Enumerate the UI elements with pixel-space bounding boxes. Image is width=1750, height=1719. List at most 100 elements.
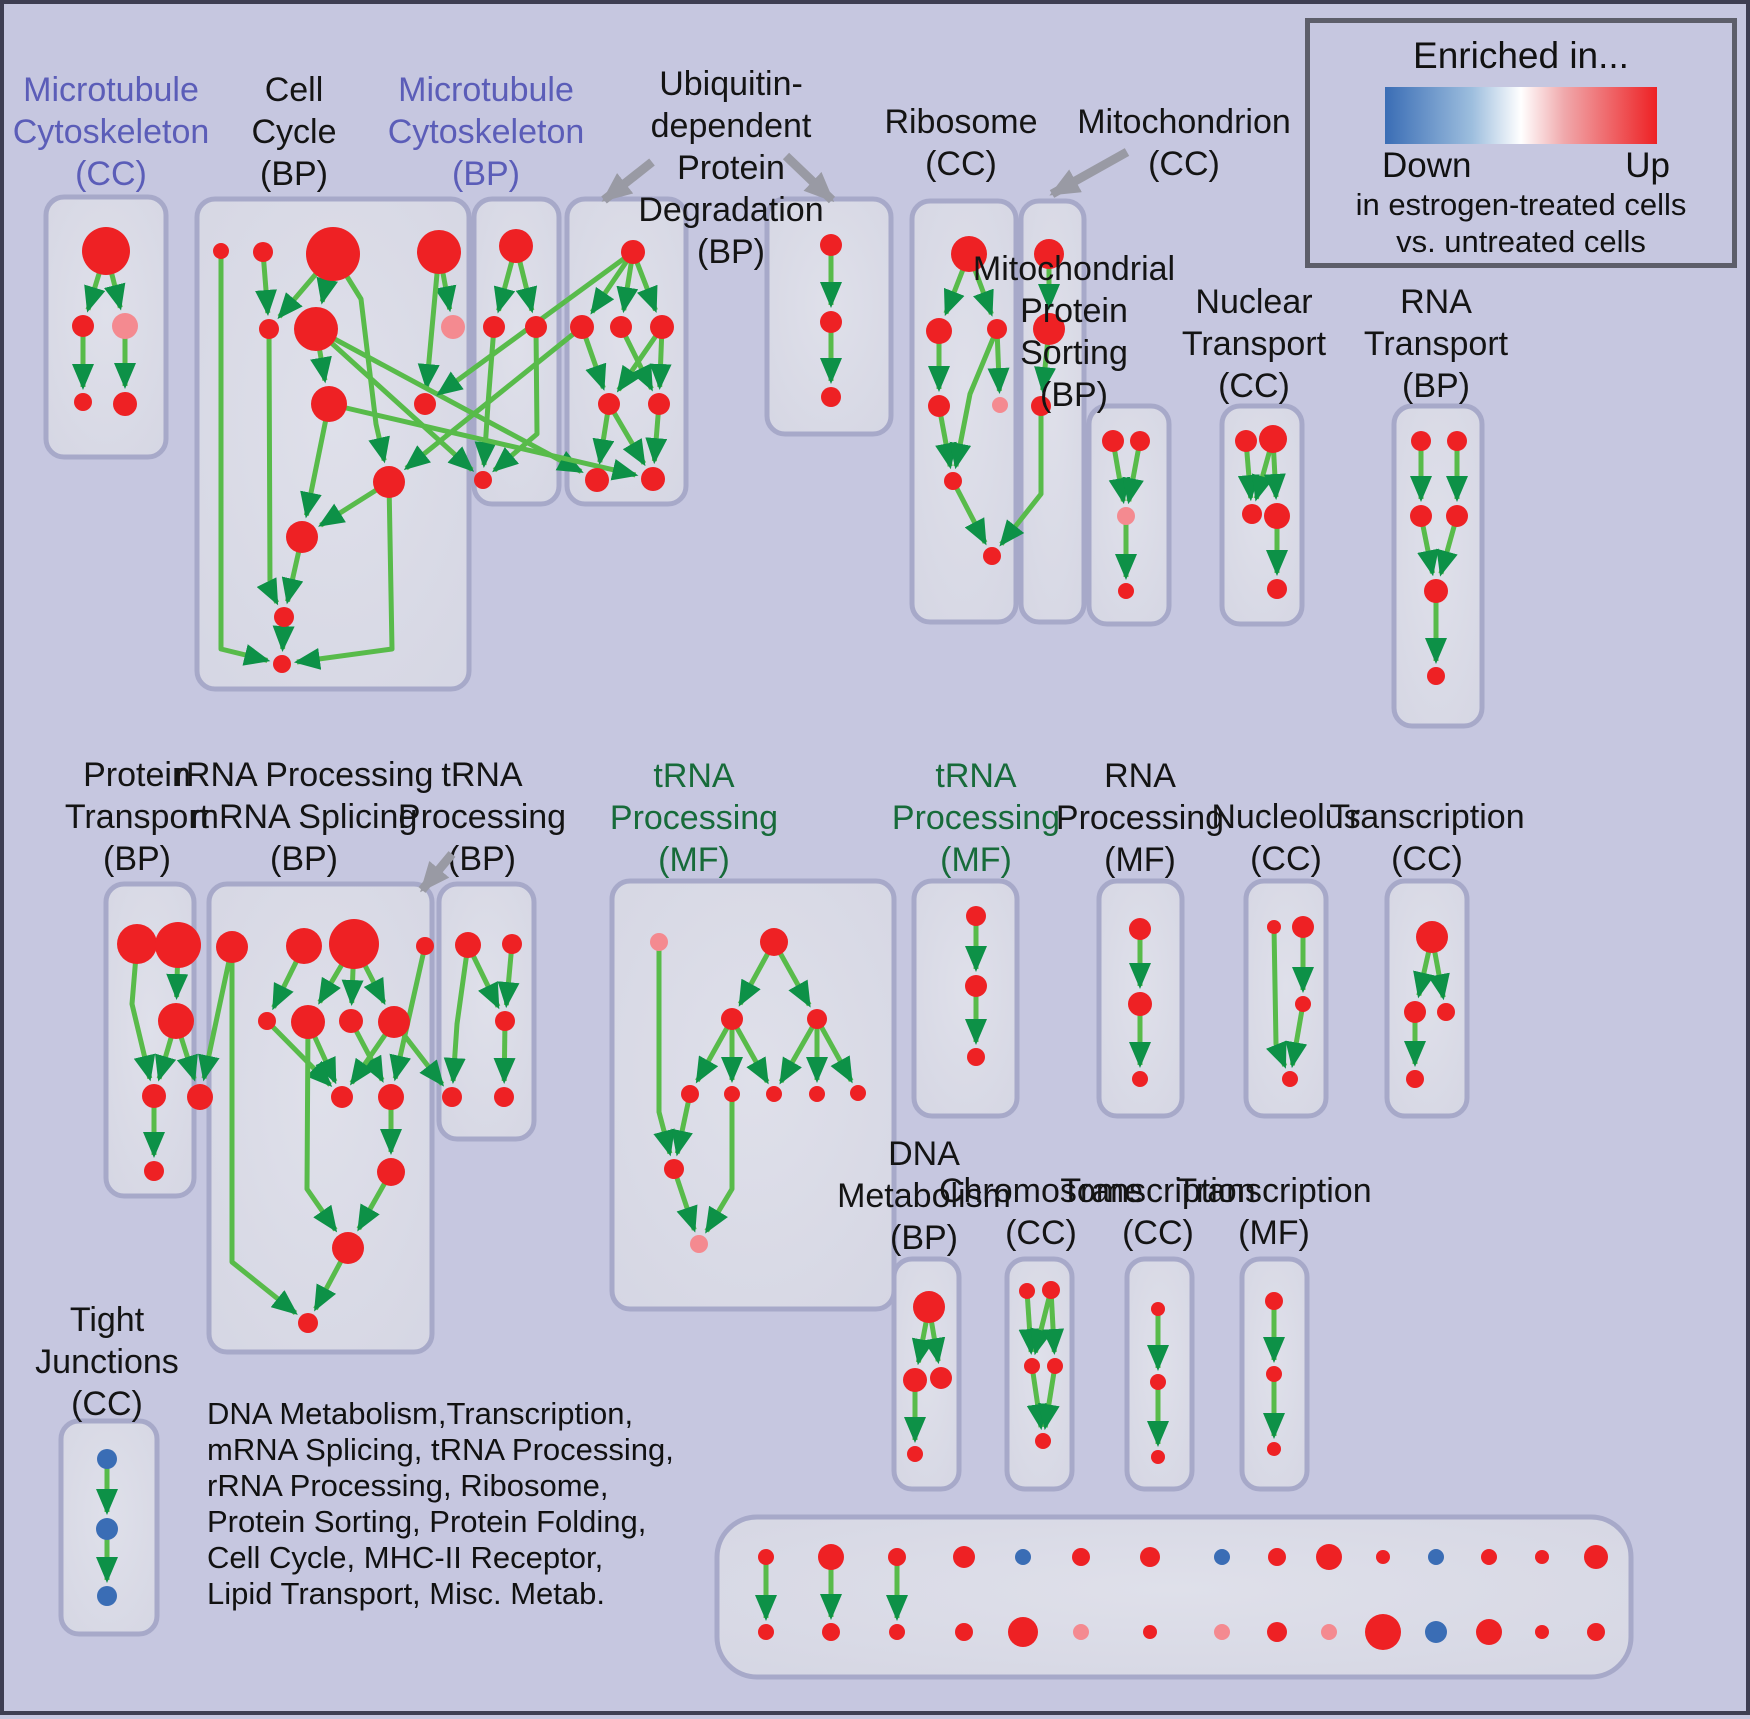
go-term-node <box>286 521 318 553</box>
edge-cell-cycle-bp <box>293 481 395 670</box>
legend-down-label: Down <box>1382 146 1472 185</box>
go-term-node <box>474 471 492 489</box>
go-term-node <box>983 547 1001 565</box>
go-term-node <box>1316 1544 1342 1570</box>
go-term-node <box>926 318 952 344</box>
group-label-transcription-cc-2: Transcription (CC) <box>1060 1172 1255 1252</box>
group-label-protein-transport-bp: Protein Transport (BP) <box>65 756 210 878</box>
go-term-node <box>97 1449 117 1469</box>
go-term-node <box>1410 505 1432 527</box>
go-term-node <box>758 1624 774 1640</box>
group-label-cell-cycle-bp: Cell Cycle (BP) <box>251 71 336 193</box>
go-term-node <box>113 392 137 416</box>
go-term-node <box>1214 1624 1230 1640</box>
go-term-node <box>1143 1625 1157 1639</box>
group-label-chromosome-cc: Chromosome (CC) <box>939 1172 1143 1252</box>
go-term-node <box>821 387 841 407</box>
go-term-node <box>641 467 665 491</box>
go-term-node <box>1019 1283 1035 1299</box>
go-term-node <box>721 1008 743 1030</box>
go-term-node <box>1031 396 1051 416</box>
go-term-node <box>1481 1549 1497 1565</box>
go-term-node <box>928 395 950 417</box>
misc-note-line: Protein Sorting, Protein Folding, <box>207 1504 647 1539</box>
go-term-node <box>1267 579 1287 599</box>
group-label-transcription-cc-1: Transcription (CC) <box>1329 798 1524 878</box>
go-term-node <box>339 1009 363 1033</box>
go-term-node <box>1267 1442 1281 1456</box>
edge-ubiquitin-degradation-bp-a <box>606 402 647 467</box>
go-term-node <box>1411 431 1431 451</box>
edge-ubiquitin-degradation-bp-a <box>616 325 665 393</box>
group-label-mitochondrion-cc: Mitochondrion (CC) <box>1077 103 1291 183</box>
misc-note-line: Lipid Transport, Misc. Metab. <box>207 1576 605 1611</box>
cross-edge <box>198 946 235 1082</box>
label-pointer-arrow <box>782 152 836 204</box>
edge-cell-cycle-bp <box>300 403 332 519</box>
go-term-node <box>650 315 674 339</box>
go-term-node <box>332 1232 364 1264</box>
go-term-node <box>944 472 962 490</box>
go-term-node <box>306 227 360 281</box>
go-term-node <box>273 655 291 673</box>
go-term-node <box>502 934 522 954</box>
go-term-node <box>1292 916 1314 938</box>
go-term-node <box>681 1085 699 1103</box>
go-term-node <box>1235 430 1257 452</box>
go-term-node <box>1321 1624 1337 1640</box>
go-term-node <box>1267 1622 1287 1642</box>
edge-chromosome-cc <box>1030 1289 1054 1356</box>
group-label-rna-transport-bp: RNA Transport (BP) <box>1364 283 1509 405</box>
legend-condition-line2: vs. untreated cells <box>1396 224 1646 259</box>
go-term-node <box>499 229 533 263</box>
edge-nucleolus-cc <box>1266 926 1288 1069</box>
go-term-node <box>1404 1001 1426 1023</box>
go-term-node <box>1535 1625 1549 1639</box>
go-term-node <box>1073 1624 1089 1640</box>
group-box-misc-cluster <box>714 1514 1634 1680</box>
go-term-node <box>955 1623 973 1641</box>
go-term-node <box>74 393 92 411</box>
go-term-node <box>1266 1366 1282 1382</box>
group-box-chromosome-cc <box>1004 1256 1075 1492</box>
go-term-node <box>987 319 1007 339</box>
go-term-node <box>455 932 481 958</box>
go-term-node <box>1424 579 1448 603</box>
go-term-node <box>1024 1358 1040 1374</box>
go-term-node <box>1584 1545 1608 1569</box>
group-label-trna-processing-bp: tRNA Processing (BP) <box>398 756 566 878</box>
legend-condition-line1: in estrogen-treated cells <box>1355 187 1687 222</box>
group-label-ribosome-cc: Ribosome (CC) <box>884 103 1037 183</box>
go-term-node <box>1447 431 1467 451</box>
edge-ubiquitin-degradation-bp-a <box>590 250 636 315</box>
go-term-node <box>907 1446 923 1462</box>
go-term-node <box>298 1313 318 1333</box>
go-term-node <box>967 1048 985 1066</box>
go-term-node <box>966 906 986 926</box>
go-term-node <box>965 975 987 997</box>
edge-trna-processing-mf-1 <box>671 1093 693 1157</box>
go-term-node <box>610 316 632 338</box>
group-label-mitochondrial-protein-sorting-bp: Mitochondrial Protein Sorting (BP) <box>973 250 1175 414</box>
cross-edge <box>314 326 584 474</box>
go-term-node <box>213 243 229 259</box>
go-term-node <box>294 307 338 351</box>
group-label-rna-processing-mf: RNA Processing (MF) <box>1056 757 1224 879</box>
go-enrichment-network-figure: Microtubule Cytoskeleton (CC) Cell Cycle (BP)… <box>13 65 1634 1680</box>
go-term-node <box>1242 504 1262 524</box>
go-term-node <box>82 227 130 275</box>
go-term-node <box>377 1158 405 1186</box>
group-label-tight-junctions-cc: Tight Junctions (CC) <box>35 1301 179 1423</box>
group-label-rrna-processing-mrna-splicing-bp: rRNA Processing mRNA Splicing (BP) <box>175 756 434 878</box>
go-term-node <box>442 1087 462 1107</box>
go-term-node <box>329 919 379 969</box>
go-term-node <box>1268 1548 1286 1566</box>
group-label-dna-metabolism-bp: DNA Metabolism (BP) <box>837 1135 1011 1257</box>
go-term-node <box>1376 1550 1390 1564</box>
go-term-node <box>650 933 668 951</box>
go-term-node <box>809 1086 825 1102</box>
edge-trna-processing-bp <box>497 943 520 1009</box>
go-term-node <box>1151 1450 1165 1464</box>
misc-note-line: mRNA Splicing, tRNA Processing, <box>207 1432 674 1467</box>
go-term-node <box>1132 1071 1148 1087</box>
